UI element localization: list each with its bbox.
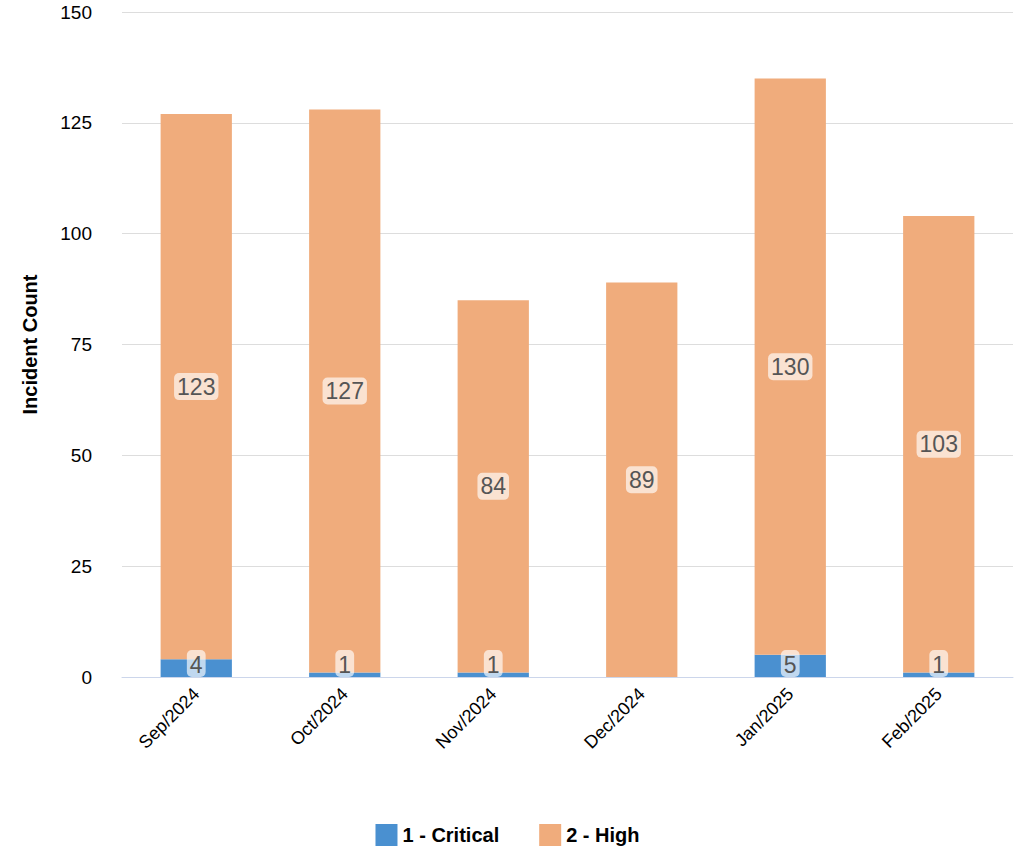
svg-text:Nov/2024: Nov/2024: [432, 684, 501, 753]
svg-text:Sep/2024: Sep/2024: [135, 684, 204, 753]
svg-text:130: 130: [771, 354, 809, 380]
svg-text:Oct/2024: Oct/2024: [286, 684, 352, 750]
svg-text:2 - High: 2 - High: [566, 824, 639, 846]
svg-text:1: 1: [487, 652, 500, 678]
svg-text:103: 103: [920, 431, 958, 457]
svg-text:4: 4: [190, 652, 203, 678]
svg-text:Feb/2025: Feb/2025: [878, 684, 946, 752]
svg-text:75: 75: [71, 334, 92, 355]
svg-text:5: 5: [784, 652, 797, 678]
svg-text:1 - Critical: 1 - Critical: [402, 824, 499, 846]
svg-text:1: 1: [338, 652, 351, 678]
svg-text:150: 150: [60, 2, 92, 23]
svg-text:89: 89: [629, 467, 655, 493]
svg-text:1: 1: [932, 652, 945, 678]
svg-text:Jan/2025: Jan/2025: [731, 684, 797, 750]
svg-text:50: 50: [71, 445, 92, 466]
svg-text:123: 123: [177, 374, 215, 400]
svg-text:Dec/2024: Dec/2024: [580, 684, 649, 753]
svg-text:125: 125: [60, 112, 92, 133]
svg-text:Incident Count: Incident Count: [19, 274, 41, 414]
svg-text:0: 0: [81, 667, 92, 688]
svg-text:84: 84: [480, 473, 506, 499]
svg-text:25: 25: [71, 556, 92, 577]
svg-text:100: 100: [60, 223, 92, 244]
svg-text:127: 127: [326, 378, 364, 404]
